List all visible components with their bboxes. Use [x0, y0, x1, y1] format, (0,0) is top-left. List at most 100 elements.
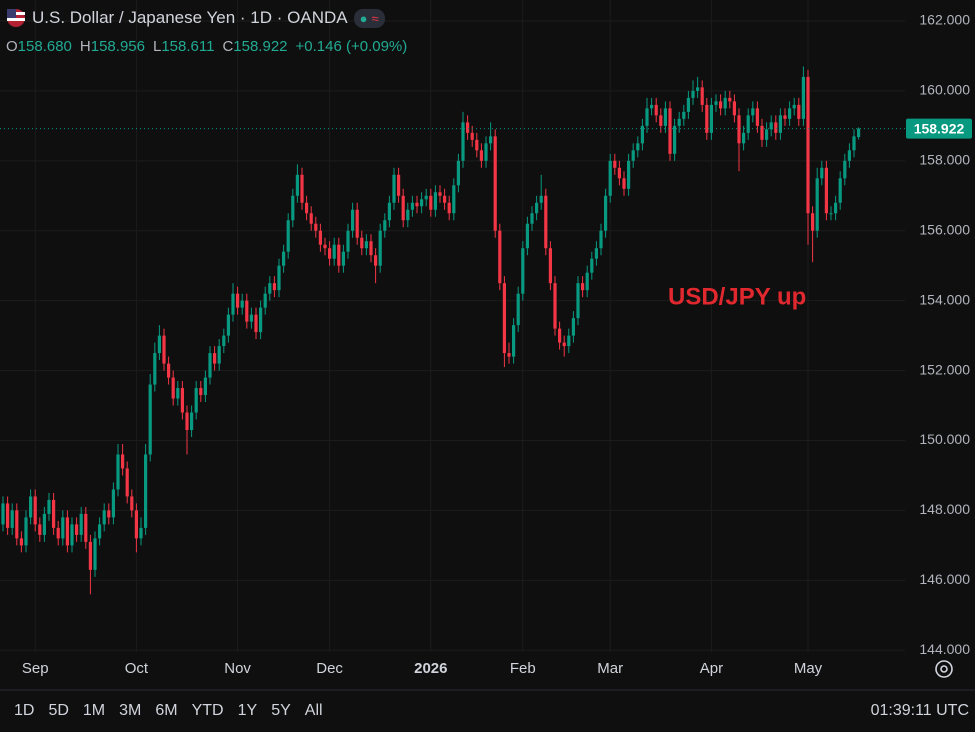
candle-body [640, 125, 644, 144]
range-button[interactable]: 1D [14, 702, 35, 719]
range-button[interactable]: 1Y [237, 702, 258, 719]
candle-body [447, 202, 451, 214]
candle-body [268, 283, 272, 294]
candle-body [714, 101, 718, 105]
candle-body [318, 230, 322, 245]
candle-body [691, 90, 695, 98]
candle-body [401, 195, 405, 221]
candle-body [452, 185, 456, 214]
candle-body [341, 251, 345, 266]
ohlc-key: L [152, 38, 162, 55]
candle-body [254, 314, 258, 333]
candle-body [820, 167, 824, 179]
candle-body [751, 108, 755, 116]
candle-body [553, 283, 557, 329]
candle-body [806, 76, 810, 214]
ohlc-key: O [6, 38, 18, 55]
candle-body [153, 353, 157, 385]
x-tick-label: 2026 [414, 660, 447, 677]
candle-body [650, 104, 654, 109]
candle-body [176, 388, 180, 399]
candle-body [84, 513, 88, 542]
ohlc-item: H158.956 [80, 38, 145, 55]
candle-body [24, 517, 28, 546]
status-pill[interactable]: ● ≈ [353, 8, 385, 28]
candle-body [719, 101, 723, 109]
candle-body [360, 237, 364, 249]
ohlc-value: 158.611 [161, 38, 215, 55]
candle-body [259, 307, 263, 333]
range-button[interactable]: 3M [119, 702, 142, 719]
candle-body [364, 241, 368, 249]
candle-body [167, 363, 171, 378]
candle-body [815, 178, 819, 231]
candle-body [208, 353, 212, 378]
candle-body [604, 195, 608, 231]
range-button[interactable]: 1M [82, 702, 106, 719]
settings-icon[interactable] [935, 660, 953, 678]
range-button[interactable]: 6M [155, 702, 178, 719]
candle-body [351, 209, 355, 231]
candle-body [194, 388, 198, 413]
candle-body [834, 202, 838, 214]
ohlc-value: 158.680 [17, 38, 72, 55]
ohlc-key: C [222, 38, 234, 55]
annotation: USD/JPY up [668, 283, 806, 310]
candle-body [857, 128, 861, 138]
candle-body [272, 283, 276, 291]
x-tick-label: Nov [224, 660, 251, 677]
candle-body [300, 174, 304, 203]
y-tick-label: 160.000 [919, 82, 970, 98]
candle-body [383, 220, 387, 231]
y-tick-label: 146.000 [919, 571, 970, 587]
candle-body [397, 174, 401, 196]
candle-body [240, 300, 244, 308]
candle-body [185, 412, 189, 431]
candle-body [213, 353, 217, 364]
candle-body [507, 353, 511, 357]
candle-body [134, 510, 138, 539]
range-button[interactable]: 5Y [271, 702, 291, 719]
candle-body [489, 136, 493, 144]
candle-body [755, 108, 759, 126]
x-tick-label: Oct [125, 660, 149, 677]
candle-body [567, 335, 571, 347]
y-tick-label: 144.000 [919, 641, 970, 657]
candle-body [663, 108, 667, 126]
candle-body [249, 314, 253, 322]
y-tick-label: 148.000 [919, 501, 970, 517]
candle-body [847, 150, 851, 161]
candle-body [525, 223, 529, 249]
candle-body [29, 496, 33, 518]
header: U.S. Dollar / Japanese Yen · 1D · OANDA … [6, 8, 385, 28]
range-toolbar: 1D 5D 1M 3M 6M YTD 1Y 5Y All [14, 702, 323, 720]
x-tick-label: Feb [510, 660, 536, 677]
candle-body [728, 97, 732, 102]
candle-body [470, 132, 474, 140]
candle-body [263, 293, 267, 308]
candle-body [627, 160, 631, 189]
candle-body [659, 115, 663, 126]
candle-body [337, 244, 341, 266]
candle-body [98, 524, 102, 539]
candle-body [217, 346, 221, 364]
candle-body [139, 527, 143, 539]
candle-body [79, 513, 83, 535]
range-button[interactable]: 5D [48, 702, 69, 719]
candle-body [686, 97, 690, 112]
candle-body [521, 248, 525, 294]
range-button[interactable]: YTD [191, 702, 224, 719]
candle-body [369, 241, 373, 256]
candle-body [778, 115, 782, 133]
candle-body [539, 195, 543, 203]
candle-body [811, 213, 815, 231]
candle-body [231, 293, 235, 315]
x-tick-label: Dec [316, 660, 343, 677]
candle-body [236, 293, 240, 308]
candle-body [677, 118, 681, 126]
candle-body [346, 230, 350, 252]
range-button[interactable]: All [304, 702, 323, 719]
candle-body [1, 503, 5, 525]
candle-body [631, 150, 635, 161]
